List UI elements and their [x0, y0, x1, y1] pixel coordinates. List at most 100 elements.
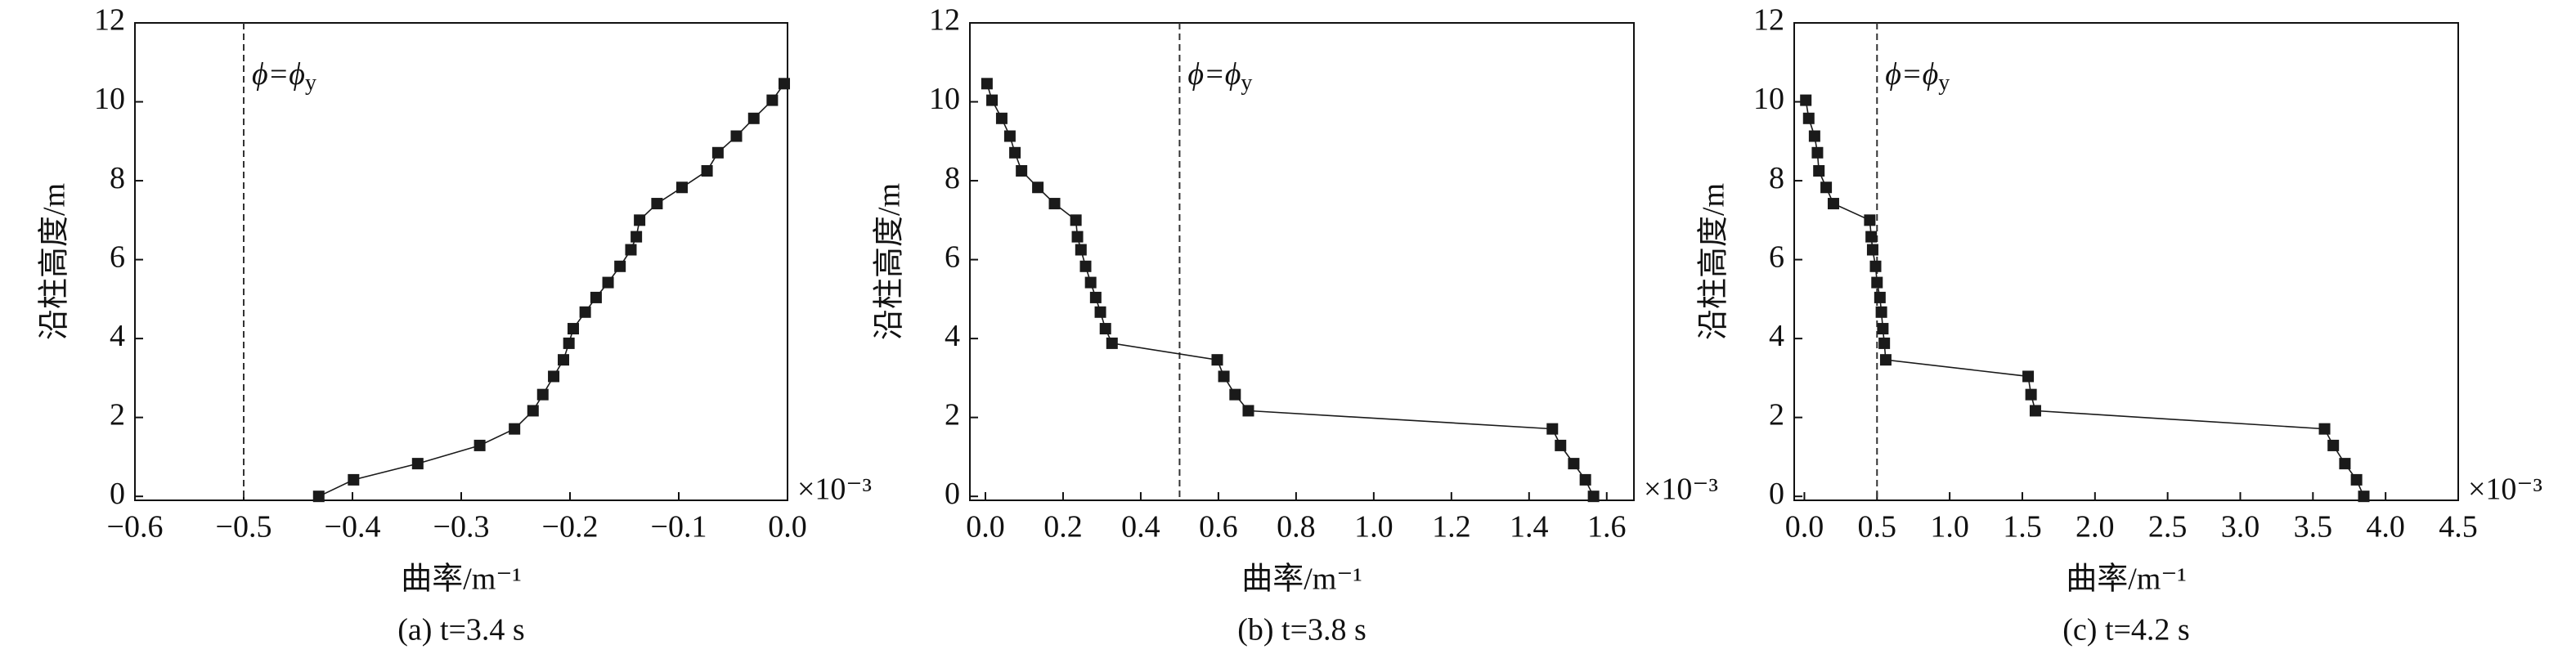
x-axis-label: 曲率/m⁻¹ [1241, 562, 1362, 597]
series-line [986, 83, 1595, 497]
x-tick-label: −0.4 [325, 510, 381, 544]
plot-frame [134, 22, 788, 501]
marker [558, 354, 570, 366]
marker [1546, 423, 1559, 435]
x-tick-label: 2.5 [2148, 510, 2188, 544]
x-axis-label: 曲率/m⁻¹ [401, 562, 522, 597]
marker [1875, 306, 1887, 318]
x-tick-label: 4.5 [2439, 510, 2478, 544]
y-tick-label: 4 [1769, 319, 1784, 353]
x-tick-label: 1.4 [1510, 510, 1549, 544]
threshold-label-main: ϕ=ϕ [1187, 57, 1241, 92]
x-tick-label: 3.0 [2221, 510, 2260, 544]
marker [614, 260, 626, 272]
marker [1579, 473, 1591, 486]
marker [1811, 146, 1824, 159]
marker [1211, 354, 1223, 366]
marker [1084, 276, 1097, 289]
marker [651, 198, 663, 210]
marker [2318, 423, 2331, 435]
marker [1099, 323, 1111, 335]
y-axis-label: 沿柱高度/m [1697, 183, 1731, 340]
marker [1009, 146, 1021, 159]
marker [634, 214, 646, 226]
x-multiplier: ×10⁻³ [797, 473, 872, 507]
y-tick-label: 10 [94, 82, 125, 116]
marker [1003, 130, 1016, 142]
x-tick-label: 2.0 [2076, 510, 2115, 544]
threshold-label: ϕ=ϕy [1885, 57, 1950, 96]
marker [1827, 198, 1839, 210]
marker [701, 164, 713, 177]
x-tick-label: 1.5 [2003, 510, 2042, 544]
y-tick-label: 0 [945, 477, 960, 511]
x-multiplier: ×10⁻³ [1644, 473, 1718, 507]
marker [2327, 439, 2340, 451]
marker [625, 244, 637, 256]
marker [602, 276, 614, 289]
marker [1866, 244, 1878, 256]
marker [590, 291, 602, 303]
y-tick-label: 2 [945, 397, 960, 432]
marker [1032, 181, 1044, 194]
y-tick-label: 12 [1753, 3, 1784, 38]
x-tick-label: 0.6 [1199, 510, 1238, 544]
y-tick-label: 0 [110, 477, 125, 511]
marker [747, 112, 760, 124]
y-axis-label: 沿柱高度/m [38, 183, 72, 340]
y-tick-label: 8 [110, 161, 125, 195]
x-tick-label: −0.5 [216, 510, 272, 544]
marker [1089, 291, 1102, 303]
marker [1555, 439, 1567, 451]
marker [631, 231, 643, 243]
x-tick-label: −0.2 [542, 510, 599, 544]
x-tick-label: 1.6 [1587, 510, 1627, 544]
series-line [1805, 100, 2365, 497]
marker [1820, 181, 1833, 194]
threshold-label-sub: y [1938, 70, 1950, 96]
y-tick-label: 8 [945, 161, 960, 195]
marker [1864, 214, 1876, 226]
caption: (c) t=4.2 s [2062, 613, 2189, 647]
x-tick-label: 0.8 [1277, 510, 1316, 544]
marker [312, 491, 325, 503]
y-tick-label: 6 [110, 240, 125, 274]
marker [1071, 231, 1084, 243]
marker [579, 306, 591, 318]
y-tick-label: 12 [94, 3, 125, 38]
plot-frame [1793, 22, 2459, 501]
marker [563, 337, 575, 349]
marker [1808, 130, 1820, 142]
marker [1878, 337, 1891, 349]
x-tick-label: 1.0 [1354, 510, 1393, 544]
marker [2339, 458, 2351, 470]
y-tick-label: 4 [110, 319, 125, 353]
marker [1229, 388, 1241, 401]
marker [567, 323, 579, 335]
y-tick-label: 10 [929, 82, 960, 116]
marker [1874, 291, 1886, 303]
marker [2350, 473, 2363, 486]
marker [1079, 260, 1092, 272]
threshold-label: ϕ=ϕy [1187, 57, 1252, 96]
x-tick-label: 0.2 [1043, 510, 1083, 544]
marker [1242, 405, 1254, 417]
x-tick-label: −0.6 [107, 510, 164, 544]
marker [2029, 405, 2041, 417]
marker [548, 370, 560, 383]
marker [1879, 354, 1892, 366]
marker [779, 78, 791, 90]
y-tick-label: 10 [1753, 82, 1784, 116]
x-tick-label: −0.1 [651, 510, 707, 544]
x-tick-label: −0.3 [433, 510, 490, 544]
caption: (b) t=3.8 s [1237, 613, 1367, 647]
threshold-label-main: ϕ=ϕ [252, 57, 305, 92]
marker [1869, 260, 1882, 272]
marker [986, 94, 999, 106]
marker [1070, 214, 1082, 226]
marker [730, 130, 743, 142]
threshold-label: ϕ=ϕy [252, 57, 316, 96]
marker [527, 405, 539, 417]
x-tick-label: 4.0 [2366, 510, 2405, 544]
